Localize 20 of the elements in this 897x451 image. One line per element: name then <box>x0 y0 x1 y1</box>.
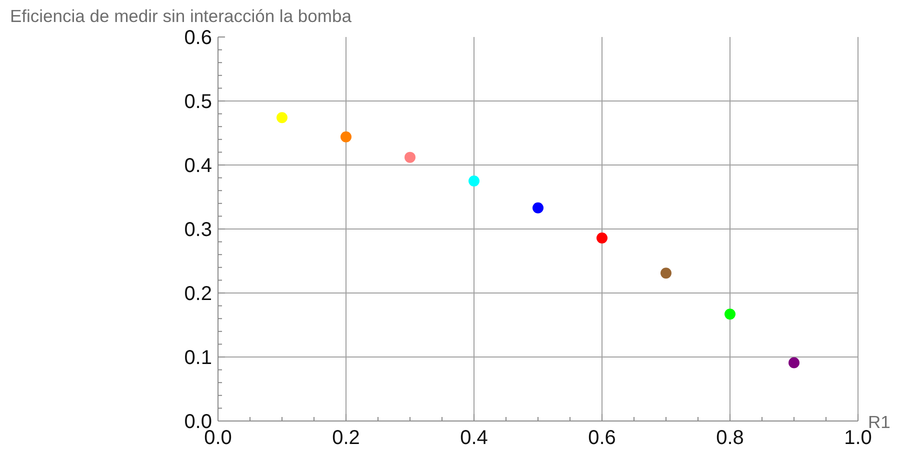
y-tick-label: 0.4 <box>184 155 212 177</box>
y-tick-label: 0.5 <box>184 91 212 113</box>
x-tick-label: 0.6 <box>588 427 616 449</box>
x-tick-label: 0.2 <box>332 427 360 449</box>
y-tick-label: 0.2 <box>184 283 212 305</box>
x-tick-label: 0.4 <box>460 427 488 449</box>
y-tick-label: 0.6 <box>184 27 212 49</box>
point <box>532 202 544 214</box>
y-tick-label: 0.1 <box>184 347 212 369</box>
point <box>660 268 672 279</box>
point <box>340 131 352 142</box>
y-axis-title: Eficiencia de medir sin interacción la bomba <box>10 6 352 26</box>
point <box>724 308 736 320</box>
y-tick-label: 0.3 <box>184 219 212 241</box>
point <box>404 152 416 163</box>
x-tick-label: 0.8 <box>716 427 744 449</box>
point <box>596 232 608 244</box>
point <box>276 112 288 124</box>
point <box>468 176 480 186</box>
point <box>788 357 800 368</box>
